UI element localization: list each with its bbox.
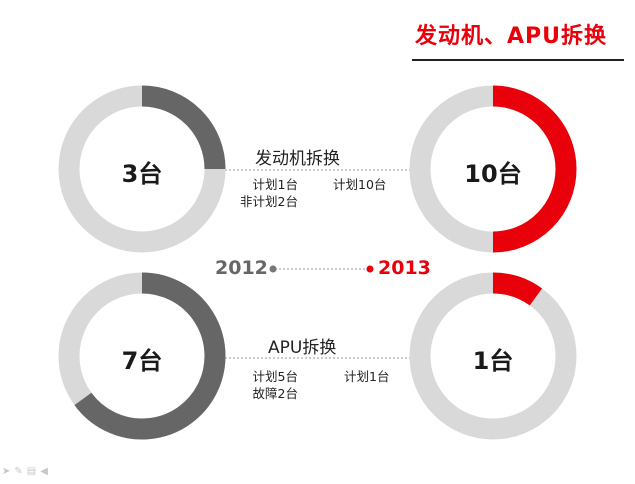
donut-arc-apu-2012 (74, 272, 226, 440)
title-underline (412, 59, 624, 61)
apu-2012-value: 7台 (121, 347, 163, 375)
donut-arc-engine-2013 (492, 85, 577, 253)
engine-2012-value: 3台 (121, 160, 163, 188)
apu-2012-notes: 计划5台 故障2台 (220, 368, 298, 402)
donut-arc-apu-2013 (492, 272, 543, 306)
engine-2013-note-1: 计划10台 (333, 177, 387, 192)
engine-2013-notes: 计划10台 (333, 176, 386, 193)
apu-2013-value: 1台 (472, 347, 514, 375)
donut-arc-engine-2012 (141, 85, 226, 170)
apu-section-title: APU拆换 (268, 338, 337, 358)
pointer-icon[interactable]: ➤ (2, 466, 15, 477)
engine-2012-note-2: 非计划2台 (240, 194, 298, 209)
apu-2012-note-2: 故障2台 (252, 386, 298, 401)
timeline-dot-2012 (269, 265, 277, 273)
slideshow-icon[interactable]: ◀ (40, 466, 52, 477)
engine-2012-note-1: 计划1台 (252, 177, 298, 192)
engine-2013-value: 10台 (464, 160, 522, 188)
apu-2012-note-1: 计划5台 (252, 369, 298, 384)
engine-2012-notes: 计划1台 非计划2台 (220, 176, 298, 210)
slide-title: 发动机、APU拆换 (414, 24, 607, 49)
apu-2013-note-1: 计划1台 (344, 369, 390, 384)
menu-icon[interactable]: ▤ (26, 466, 41, 477)
slideshow-toolbar: ➤✎▤◀ (2, 466, 52, 477)
timeline-dot-2013 (366, 265, 374, 273)
apu-2013-notes: 计划1台 (344, 368, 389, 385)
year-2012-label: 2012 (215, 257, 268, 279)
engine-section-title: 发动机拆换 (255, 149, 340, 169)
year-2013-label: 2013 (378, 257, 431, 279)
pen-icon[interactable]: ✎ (14, 466, 27, 477)
